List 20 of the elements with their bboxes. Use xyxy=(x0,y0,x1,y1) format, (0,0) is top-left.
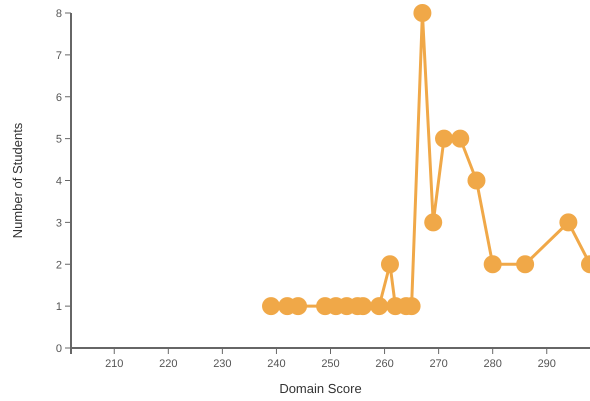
y-tick-label: 5 xyxy=(56,134,62,146)
x-tick-label: 260 xyxy=(375,358,394,370)
y-tick-label: 7 xyxy=(56,50,62,62)
x-tick-label: 270 xyxy=(429,358,448,370)
y-tick-label: 0 xyxy=(56,343,62,355)
y-axis-title: Number of Students xyxy=(10,122,25,238)
x-tick-label: 230 xyxy=(213,358,232,370)
y-tick-label: 6 xyxy=(56,92,62,104)
y-tick-label: 8 xyxy=(56,8,62,20)
x-tick-label: 290 xyxy=(538,358,556,370)
x-axis-title: Domain Score xyxy=(279,381,362,396)
x-tick-label: 210 xyxy=(105,358,124,370)
x-tick-label: 240 xyxy=(267,358,286,370)
y-tick-label: 3 xyxy=(56,217,62,230)
x-tick-label: 250 xyxy=(321,358,340,370)
y-tick-label: 4 xyxy=(56,176,62,188)
y-tick-label: 1 xyxy=(56,301,62,314)
x-tick-label: 280 xyxy=(484,358,502,370)
y-tick-label: 2 xyxy=(56,259,62,272)
x-tick-label: 220 xyxy=(159,358,178,370)
